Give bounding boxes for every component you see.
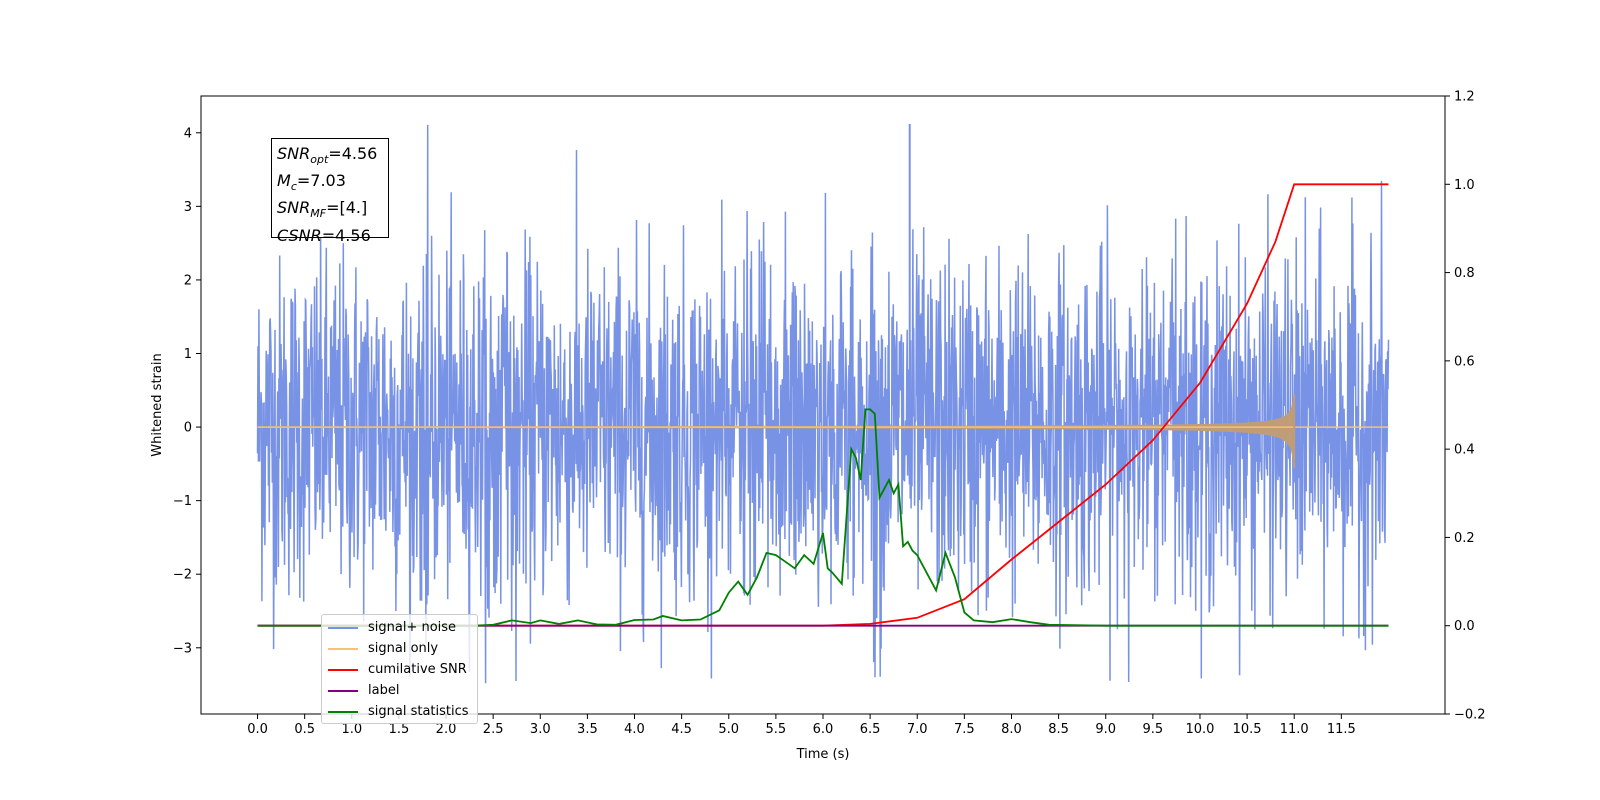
y2-tick-label: 0.4 (1454, 443, 1475, 458)
x-tick-label: 9.5 (1143, 722, 1164, 737)
legend-label: cumilative SNR (368, 662, 467, 677)
x-tick-label: 0.0 (247, 722, 268, 737)
plot-area (256, 123, 1390, 684)
x-tick-label: 5.5 (766, 722, 787, 737)
y-tick-label: 2 (184, 273, 192, 288)
y-tick-label: 1 (184, 347, 192, 362)
y2-tick-label: 0.8 (1454, 266, 1475, 281)
y2-tick-label: −0.2 (1454, 708, 1486, 723)
y2-tick-label: 0.6 (1454, 354, 1475, 369)
annotation-line: SNRopt=4.56 (277, 144, 378, 167)
legend-swatch (328, 647, 358, 650)
x-tick-label: 10.0 (1185, 722, 1214, 737)
x-tick-label: 4.0 (624, 722, 645, 737)
legend-swatch (328, 626, 358, 629)
legend-item: signal only (328, 638, 471, 659)
y-tick-label: −1 (173, 494, 192, 509)
x-tick-label: 4.5 (671, 722, 692, 737)
legend-item: signal+ noise (328, 617, 471, 638)
y-tick-label: −2 (173, 568, 192, 583)
legend-swatch (328, 668, 358, 671)
x-tick-label: 3.5 (577, 722, 598, 737)
legend-item: signal statistics (328, 701, 471, 722)
x-tick-label: 8.0 (1001, 722, 1022, 737)
annotation-line: SNRMF=[4.] (277, 198, 368, 221)
x-tick-label: 7.0 (907, 722, 928, 737)
x-tick-label: 3.0 (530, 722, 551, 737)
y-tick-label: −3 (173, 641, 192, 656)
annotation-line: CSNR=4.56 (277, 225, 371, 245)
y2-tick-label: 0.0 (1454, 619, 1475, 634)
x-tick-label: 9.0 (1095, 722, 1116, 737)
y-tick-label: 4 (184, 126, 192, 141)
annotation-box: SNRopt=4.56 Mc=7.03 SNRMF=[4.] CSNR=4.56 (271, 138, 389, 245)
axes: 0.0 0.5 1.0 1.5 2.0 2.5 3.0 3.5 4.0 4.5 5.0 5.5 6.0 6… (150, 90, 1486, 763)
series-line (257, 408, 1389, 627)
legend-swatch (328, 689, 358, 692)
x-tick-label: 0.5 (294, 722, 315, 737)
x-axis-label: Time (s) (796, 747, 850, 762)
legend-swatch (328, 710, 358, 713)
x-tick-label: 6.0 (813, 722, 834, 737)
x-tick-label: 11.5 (1327, 722, 1356, 737)
legend-label: label (368, 683, 400, 698)
x-tick-label: 2.5 (483, 722, 504, 737)
x-tick-label: 6.5 (860, 722, 881, 737)
y-tick-label: 0 (184, 421, 192, 436)
plot-clip (256, 123, 1390, 684)
legend-label: signal statistics (368, 704, 469, 719)
x-tick-label: 7.5 (954, 722, 975, 737)
series-signal-noise (256, 124, 1390, 684)
series-line (257, 183, 1389, 627)
legend-label: signal+ noise (368, 620, 457, 635)
annotation-line: Mc=7.03 (277, 171, 346, 194)
y2-tick-label: 1.2 (1454, 90, 1475, 105)
y2-tick-label: 1.0 (1454, 178, 1475, 193)
x-tick-label: 8.5 (1048, 722, 1069, 737)
x-tick-label: 1.0 (341, 722, 362, 737)
legend: signal+ noise signal only cumilative SNR… (321, 614, 478, 724)
x-tick-label: 1.5 (389, 722, 410, 737)
y2-tick-label: 0.2 (1454, 531, 1475, 546)
y-axis-label: Whitened strain (150, 353, 165, 456)
y-tick-label: 3 (184, 200, 192, 215)
x-tick-label: 5.0 (718, 722, 739, 737)
x-tick-label: 10.5 (1233, 722, 1262, 737)
legend-label: signal only (368, 641, 439, 656)
x-tick-label: 11.0 (1280, 722, 1309, 737)
legend-item: label (328, 680, 471, 701)
x-tick-label: 2.0 (436, 722, 457, 737)
legend-item: cumilative SNR (328, 659, 471, 680)
